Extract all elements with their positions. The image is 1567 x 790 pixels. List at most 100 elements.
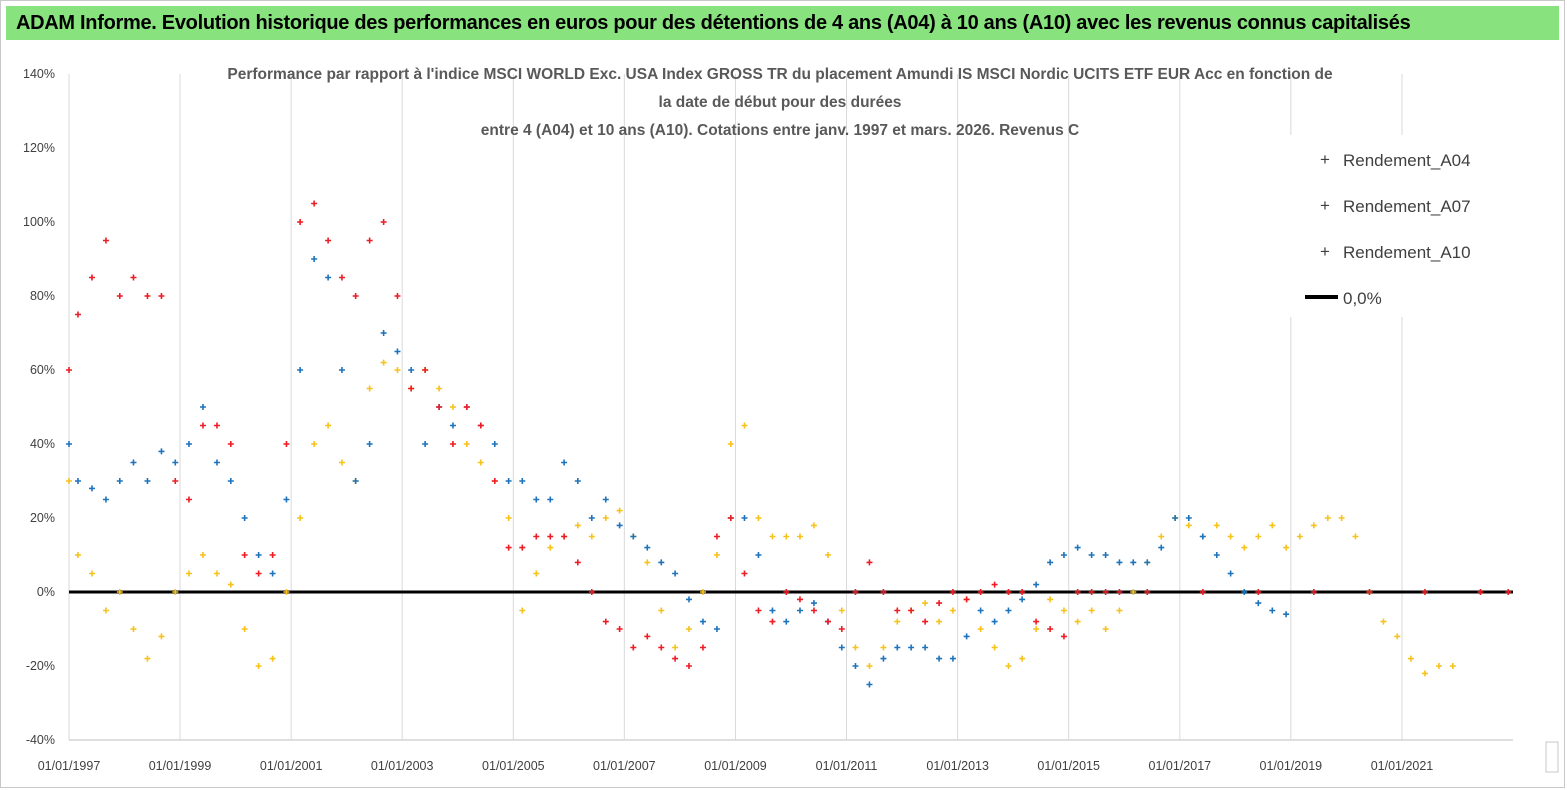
marker-rendement_a10 — [66, 367, 72, 373]
marker-rendement_a07 — [199, 404, 206, 410]
marker-rendement_a10 — [533, 533, 540, 540]
marker-rendement_a10 — [380, 219, 387, 225]
marker-rendement_a10 — [1033, 618, 1040, 625]
scroll-handle[interactable] — [1545, 741, 1559, 773]
marker-rendement_a07 — [352, 478, 359, 484]
marker-rendement_a10 — [213, 422, 220, 429]
marker-rendement_a10 — [699, 644, 706, 651]
marker-rendement_a04 — [1407, 655, 1414, 662]
marker-rendement_a10 — [547, 533, 554, 540]
marker-rendement_a10 — [852, 589, 859, 595]
marker-rendement_a10 — [477, 422, 484, 429]
marker-rendement_a10 — [658, 644, 665, 651]
marker-rendement_a07 — [1158, 544, 1165, 551]
marker-rendement_a04 — [1269, 522, 1276, 529]
marker-rendement_a07 — [672, 570, 679, 577]
marker-rendement_a07 — [311, 256, 318, 262]
legend-marker-a10: + — [1320, 242, 1330, 261]
marker-rendement_a04 — [1352, 533, 1359, 540]
marker-rendement_a10 — [1019, 589, 1026, 595]
marker-rendement_a07 — [325, 274, 332, 281]
y-tick-label: 60% — [30, 363, 55, 377]
marker-rendement_a07 — [1116, 559, 1123, 566]
marker-rendement_a10 — [408, 385, 415, 392]
marker-rendement_a10 — [630, 644, 637, 651]
marker-rendement_a07 — [1033, 581, 1040, 588]
marker-rendement_a07 — [408, 367, 415, 373]
marker-rendement_a04 — [436, 385, 443, 392]
marker-rendement_a04 — [213, 570, 220, 577]
marker-rendement_a04 — [713, 552, 720, 558]
marker-rendement_a07 — [1227, 570, 1234, 577]
x-tick-label: 01/01/2001 — [260, 759, 323, 773]
marker-rendement_a07 — [519, 478, 526, 484]
chart-title-line-1: Performance par rapport à l'indice MSCI … — [227, 66, 1333, 83]
marker-rendement_a10 — [685, 663, 692, 669]
marker-rendement_a04 — [172, 589, 179, 595]
grid-lines — [68, 74, 1513, 741]
marker-rendement_a04 — [1130, 589, 1137, 595]
marker-rendement_a10 — [1477, 589, 1484, 595]
marker-rendement_a04 — [949, 607, 956, 614]
marker-rendement_a04 — [1060, 607, 1067, 614]
y-tick-label: 20% — [30, 511, 55, 525]
marker-rendement_a07 — [769, 607, 776, 614]
marker-rendement_a04 — [1310, 522, 1317, 529]
marker-rendement_a07 — [741, 515, 748, 521]
marker-rendement_a07 — [1019, 596, 1026, 603]
marker-rendement_a10 — [463, 404, 470, 410]
x-tick-label: 01/01/2011 — [816, 759, 878, 773]
marker-rendement_a10 — [949, 589, 956, 595]
marker-rendement_a04 — [741, 422, 748, 429]
marker-rendement_a04 — [158, 633, 165, 640]
marker-rendement_a07 — [838, 644, 845, 651]
marker-rendement_a10 — [241, 552, 248, 558]
marker-rendement_a04 — [574, 522, 581, 529]
marker-rendement_a10 — [922, 618, 929, 625]
marker-rendement_a04 — [311, 441, 318, 447]
marker-rendement_a04 — [810, 522, 817, 529]
marker-rendement_a04 — [936, 618, 943, 625]
marker-rendement_a07 — [991, 618, 998, 625]
marker-rendement_a07 — [936, 655, 943, 662]
marker-rendement_a07 — [561, 459, 568, 466]
marker-rendement_a10 — [74, 311, 81, 318]
marker-rendement_a10 — [88, 274, 95, 281]
marker-rendement_a10 — [616, 626, 623, 632]
marker-rendement_a04 — [866, 663, 873, 669]
marker-rendement_a07 — [1088, 552, 1095, 558]
marker-rendement_a04 — [796, 533, 803, 540]
marker-rendement_a07 — [852, 663, 859, 669]
marker-rendement_a07 — [491, 441, 498, 447]
marker-rendement_a10 — [880, 589, 887, 595]
marker-rendement_a04 — [824, 552, 831, 558]
marker-rendement_a04 — [88, 570, 95, 577]
y-tick-label: 80% — [30, 289, 55, 303]
marker-rendement_a07 — [1005, 607, 1012, 614]
marker-rendement_a10 — [144, 293, 151, 299]
marker-rendement_a04 — [199, 552, 206, 558]
marker-rendement_a07 — [269, 570, 276, 577]
marker-rendement_a04 — [852, 644, 859, 651]
marker-rendement_a04 — [1005, 663, 1012, 669]
x-tick-label: 01/01/2009 — [704, 759, 767, 773]
marker-rendement_a10 — [755, 607, 762, 614]
marker-rendement_a04 — [269, 655, 276, 662]
marker-rendement_a10 — [352, 293, 359, 299]
marker-rendement_a07 — [88, 485, 95, 492]
marker-rendement_a10 — [602, 618, 609, 625]
marker-rendement_a07 — [66, 441, 72, 447]
marker-rendement_a10 — [325, 237, 332, 244]
marker-rendement_a10 — [1116, 589, 1123, 595]
marker-rendement_a10 — [894, 607, 901, 614]
marker-rendement_a07 — [547, 496, 554, 503]
marker-rendement_a07 — [102, 496, 109, 503]
legend-marker-a07: + — [1320, 196, 1330, 215]
marker-rendement_a07 — [338, 367, 345, 373]
marker-rendement_a07 — [644, 544, 651, 551]
x-tick-label: 01/01/2013 — [926, 759, 989, 773]
marker-rendement_a10 — [158, 293, 165, 299]
x-tick-label: 01/01/2005 — [482, 759, 545, 773]
marker-rendement_a04 — [116, 589, 123, 595]
page-title: ADAM Informe. Evolution historique des p… — [16, 11, 1411, 34]
